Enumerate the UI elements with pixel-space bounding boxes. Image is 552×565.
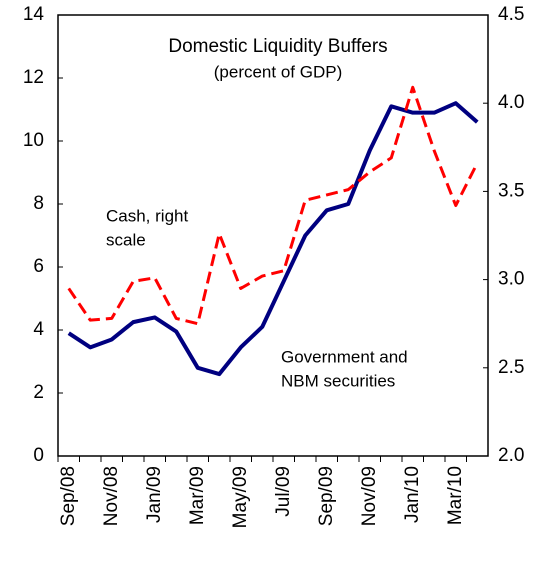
- y-tick-label: 8: [33, 193, 44, 214]
- x-tick-label: Nov/09: [359, 466, 380, 526]
- y-tick-label: 14: [23, 4, 45, 25]
- y2-tick-label: 4.0: [498, 92, 524, 113]
- y2-tick-label: 3.0: [498, 269, 524, 290]
- chart-title: Domestic Liquidity Buffers: [168, 36, 387, 57]
- y-tick-label: 2: [33, 382, 44, 403]
- x-tick-label: Jul/09: [273, 466, 294, 517]
- x-tick-label: Mar/09: [187, 466, 208, 525]
- x-tick-label: Sep/09: [316, 466, 337, 526]
- y2-tick-label: 4.5: [498, 4, 524, 25]
- y-tick-label: 0: [33, 445, 44, 466]
- series-line: [67, 101, 479, 377]
- x-tick-label: Jan/10: [402, 466, 423, 523]
- x-tick-label: Nov/08: [101, 466, 122, 526]
- y-tick-label: 12: [23, 67, 44, 88]
- y-tick-label: 6: [33, 256, 44, 277]
- annotation: Government and: [281, 347, 408, 366]
- x-tick-label: Jan/09: [144, 466, 165, 523]
- x-tick-label: Mar/10: [445, 466, 466, 525]
- y2-tick-label: 2.0: [498, 445, 524, 466]
- series-line: [67, 85, 479, 326]
- x-tick-label: May/09: [230, 466, 251, 528]
- chart-subtitle: (percent of GDP): [214, 62, 343, 81]
- x-tick-label: Sep/08: [58, 466, 79, 526]
- y-tick-label: 10: [23, 130, 44, 151]
- y-tick-label: 4: [33, 319, 44, 340]
- annotation: Cash, right: [106, 206, 188, 225]
- annotation: scale: [106, 230, 146, 249]
- y2-tick-label: 3.5: [498, 180, 524, 201]
- annotation: NBM securities: [281, 371, 395, 390]
- y2-tick-label: 2.5: [498, 357, 524, 378]
